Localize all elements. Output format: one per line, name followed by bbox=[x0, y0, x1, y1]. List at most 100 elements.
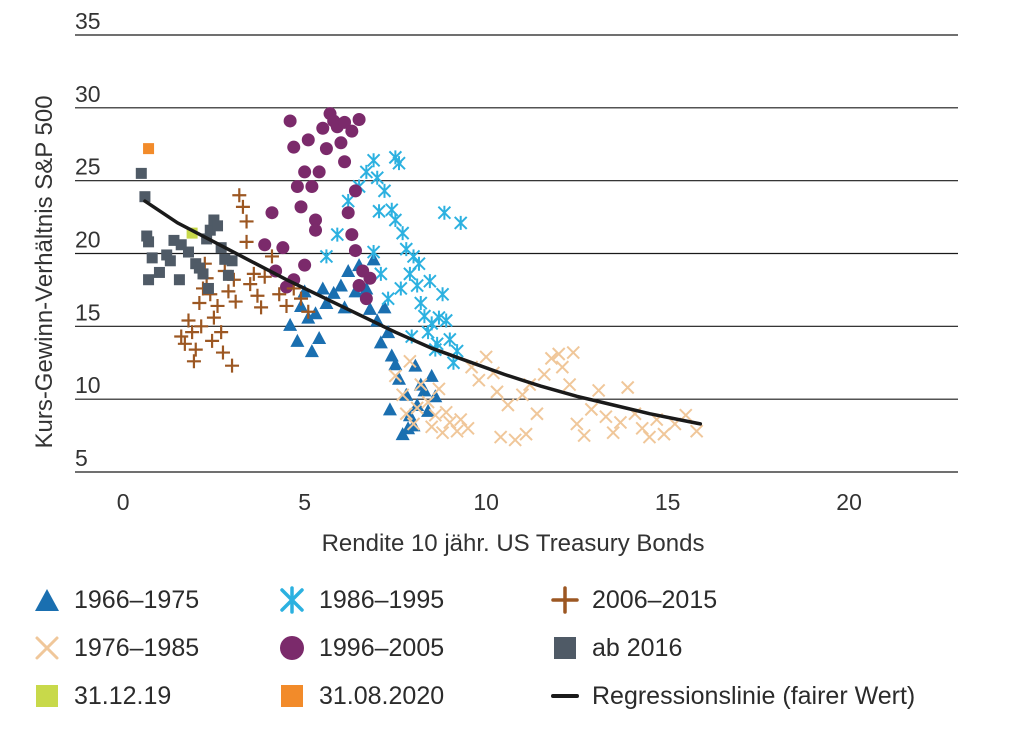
y-tick-labels: 5 10 15 20 25 30 35 bbox=[75, 8, 101, 471]
point-1996-2005 bbox=[309, 223, 323, 237]
point-ab-2016 bbox=[135, 167, 147, 179]
point-1986-1995 bbox=[394, 281, 408, 296]
point-2006-2015 bbox=[239, 214, 254, 229]
point-1996-2005 bbox=[338, 155, 352, 169]
point-2006-2015 bbox=[214, 325, 229, 340]
point-2006-2015 bbox=[239, 234, 254, 249]
point-1986-1995 bbox=[341, 194, 355, 209]
point-1986-1995 bbox=[395, 226, 410, 241]
point-ab-2016 bbox=[219, 253, 231, 265]
point-1986-1995 bbox=[359, 164, 374, 179]
point-2006-2015 bbox=[232, 188, 247, 203]
point-1966-1975 bbox=[359, 281, 374, 295]
point-1976-1985 bbox=[519, 427, 533, 441]
x-icon bbox=[30, 631, 64, 665]
point-1966-1975 bbox=[399, 387, 414, 401]
point-1976-1985 bbox=[562, 377, 577, 392]
point-1966-1975 bbox=[319, 296, 334, 310]
asterisk-icon bbox=[275, 583, 309, 617]
x-tick-label: 15 bbox=[655, 489, 681, 515]
point-1996-2005 bbox=[276, 241, 290, 255]
point-1996-2005 bbox=[348, 184, 362, 198]
triangle-icon bbox=[30, 583, 64, 617]
point-ab-2016 bbox=[164, 255, 176, 267]
y-tick-label: 10 bbox=[75, 372, 101, 398]
point-1966-1975 bbox=[424, 368, 439, 382]
point-2006-2015 bbox=[192, 296, 207, 311]
point-2006-2015 bbox=[257, 269, 272, 284]
point-1966-1975 bbox=[326, 285, 341, 299]
point-1986-1995 bbox=[432, 310, 446, 325]
square-icon bbox=[275, 679, 309, 713]
plus-icon bbox=[548, 583, 582, 617]
point-1966-1975 bbox=[401, 421, 416, 435]
point-1976-1985 bbox=[479, 350, 493, 364]
x-tick-label: 5 bbox=[298, 489, 311, 515]
x-tick-label: 10 bbox=[473, 489, 499, 515]
point-1976-1985 bbox=[493, 430, 508, 444]
point-1986-1995 bbox=[454, 215, 468, 230]
legend-item-1976-1985: 1976–1985 bbox=[30, 628, 199, 668]
scatter-chart: 5 10 15 20 25 30 35 0 5 10 15 20 Kurs-Gewinn-Verhä… bbox=[31, 8, 958, 557]
point-ab-2016 bbox=[143, 236, 155, 248]
legend-label: 31.12.19 bbox=[74, 681, 172, 710]
point-2006-2015 bbox=[221, 284, 236, 299]
point-2006-2015 bbox=[225, 358, 240, 373]
y-tick-label: 20 bbox=[75, 227, 101, 253]
point-1966-1975 bbox=[373, 335, 388, 349]
point-1976-1985 bbox=[388, 369, 403, 383]
point-1976-1985 bbox=[530, 407, 544, 421]
point-1966-1975 bbox=[308, 306, 323, 320]
legend-label: 1976–1985 bbox=[74, 633, 200, 662]
point-1976-1985 bbox=[439, 405, 453, 419]
point-2006-2015 bbox=[206, 310, 221, 325]
point-1966-1975 bbox=[377, 300, 392, 314]
point-1976-1985 bbox=[584, 402, 599, 417]
point-2006-2015 bbox=[186, 354, 201, 369]
legend-label: 31.08.2020 bbox=[319, 681, 445, 710]
point-1976-1985 bbox=[508, 433, 522, 447]
point-2006-2015 bbox=[243, 277, 258, 292]
x-tick-labels: 0 5 10 15 20 bbox=[117, 489, 862, 515]
point-1996-2005 bbox=[298, 165, 312, 179]
point-1986-1995 bbox=[423, 274, 437, 289]
point-1976-1985 bbox=[689, 424, 704, 438]
point-1966-1975 bbox=[402, 408, 417, 422]
point-2006-2015 bbox=[250, 288, 265, 303]
point-1976-1985 bbox=[461, 421, 475, 436]
point-ab-2016 bbox=[143, 274, 155, 286]
point-1996-2005 bbox=[352, 279, 366, 293]
point-1986-1995 bbox=[388, 212, 403, 227]
point-ab-2016 bbox=[168, 234, 180, 246]
point-1996-2005 bbox=[287, 140, 301, 154]
point-31-12-19 bbox=[186, 227, 198, 239]
point-1976-1985 bbox=[435, 425, 450, 440]
legend-label: 1966–1975 bbox=[74, 585, 200, 614]
point-1976-1985 bbox=[421, 395, 435, 409]
point-1996-2005 bbox=[290, 179, 304, 193]
point-1996-2005 bbox=[283, 114, 297, 128]
point-2006-2015 bbox=[264, 249, 279, 264]
point-1976-1985 bbox=[657, 427, 671, 441]
y-tick-label: 5 bbox=[75, 445, 88, 471]
point-1966-1975 bbox=[312, 330, 327, 344]
point-1966-1975 bbox=[341, 263, 356, 277]
point-1976-1985 bbox=[399, 407, 413, 421]
point-1976-1985 bbox=[406, 417, 421, 431]
point-1976-1985 bbox=[443, 415, 457, 430]
point-1986-1995 bbox=[370, 170, 384, 185]
point-1966-1975 bbox=[382, 402, 397, 416]
point-1976-1985 bbox=[403, 354, 417, 369]
point-1966-1975 bbox=[381, 325, 396, 339]
point-1986-1995 bbox=[443, 332, 457, 347]
point-1996-2005 bbox=[352, 112, 366, 126]
point-1976-1985 bbox=[591, 383, 606, 398]
point-1986-1995 bbox=[435, 287, 450, 302]
point-1976-1985 bbox=[414, 377, 428, 392]
legend-item-31-08-2020: 31.08.2020 bbox=[275, 676, 444, 716]
y-tick-label: 30 bbox=[75, 81, 101, 107]
point-1996-2005 bbox=[294, 200, 308, 214]
point-1976-1985 bbox=[410, 401, 424, 415]
point-1976-1985 bbox=[395, 388, 410, 402]
y-tick-label: 25 bbox=[75, 154, 101, 180]
